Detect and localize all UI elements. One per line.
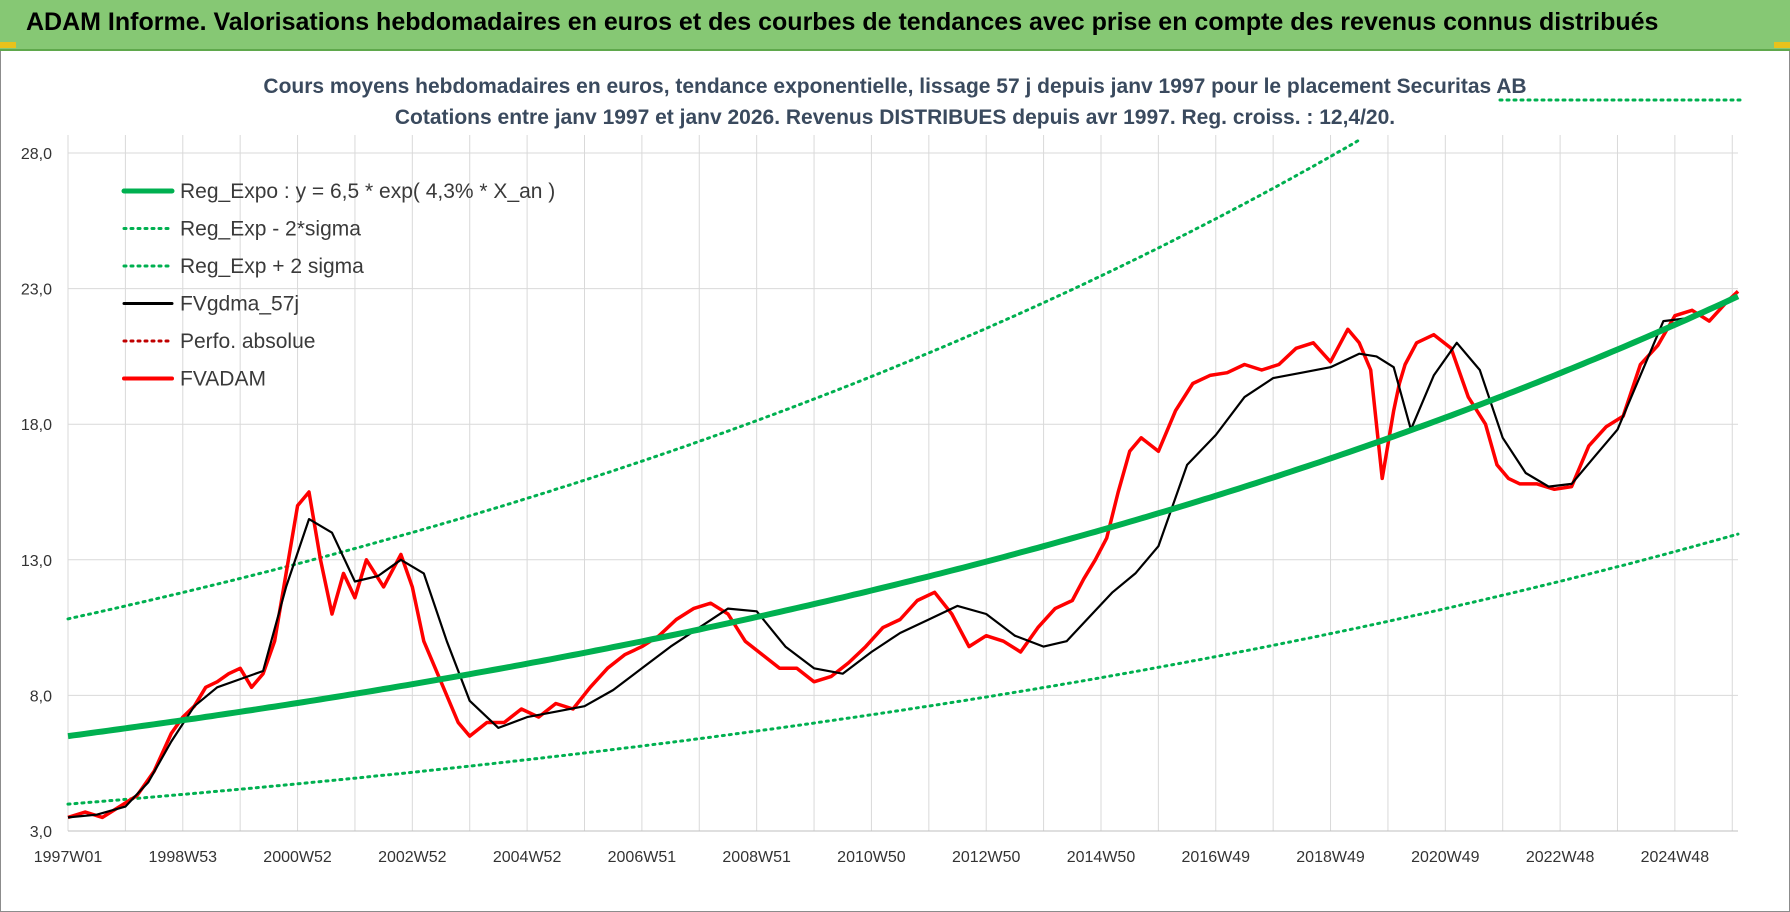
legend-label: FVADAM: [180, 368, 266, 391]
y-tick-label: 13,0: [21, 553, 52, 570]
report-header: ADAM Informe. Valorisations hebdomadaire…: [0, 0, 1790, 51]
band-lines: [66, 98, 1742, 806]
reg-minus-2sigma-line: [66, 532, 1740, 806]
x-tick-label: 2024W48: [1641, 849, 1710, 866]
legend-label: Reg_Exp - 2*sigma: [180, 218, 361, 241]
x-tick-label: 1998W53: [149, 849, 218, 866]
x-tick-label: 1997W01: [34, 849, 103, 866]
chart-title-line2: Cotations entre janv 1997 et janv 2026. …: [395, 106, 1395, 129]
series-lines: [67, 290, 1740, 820]
y-tick-label: 8,0: [30, 688, 52, 705]
x-tick-label: 2016W49: [1182, 849, 1251, 866]
x-tick-label: 2004W52: [493, 849, 562, 866]
x-tick-label: 2014W50: [1067, 849, 1136, 866]
legend-label: Reg_Expo : y = 6,5 * exp( 4,3% * X_an ): [180, 180, 555, 203]
legend-label: Reg_Exp + 2 sigma: [180, 255, 364, 278]
corner-accent-left: [0, 42, 16, 48]
x-tick-label: 2008W51: [722, 849, 791, 866]
x-tick-label: 2018W49: [1296, 849, 1365, 866]
x-tick-label: 2020W49: [1411, 849, 1480, 866]
legend-label: Perfo. absolue: [180, 330, 315, 353]
y-tick-label: 3,0: [30, 824, 52, 841]
y-axis-ticks: 3,0 8,0 13,0 18,0 23,0 28,0: [21, 146, 52, 841]
x-tick-label: 2002W52: [378, 849, 447, 866]
reg-plus-2sigma-line: [66, 138, 1361, 621]
corner-accent-right: [1774, 42, 1790, 48]
y-tick-label: 18,0: [21, 417, 52, 434]
y-tick-label: 23,0: [21, 282, 52, 299]
x-tick-label: 2006W51: [608, 849, 677, 866]
x-tick-label: 2012W50: [952, 849, 1021, 866]
x-tick-label: 2010W50: [837, 849, 906, 866]
legend-label: FVgdma_57j: [180, 293, 299, 316]
fvgdma-57j-line: [67, 295, 1739, 819]
chart-title-line1: Cours moyens hebdomadaires en euros, ten…: [263, 75, 1526, 98]
x-tick-label: 2022W48: [1526, 849, 1595, 866]
chart-legend: Reg_Expo : y = 6,5 * exp( 4,3% * X_an ) R…: [121, 180, 555, 391]
x-tick-label: 2000W52: [263, 849, 332, 866]
reg-expo-line: [67, 293, 1740, 740]
x-axis-ticks: 1997W01 1998W53 2000W52 2002W52 2004W52 2006W…: [34, 849, 1709, 866]
y-tick-label: 28,0: [21, 146, 52, 163]
fvadam-line: [67, 290, 1740, 820]
report-title: ADAM Informe. Valorisations hebdomadaire…: [26, 8, 1659, 36]
